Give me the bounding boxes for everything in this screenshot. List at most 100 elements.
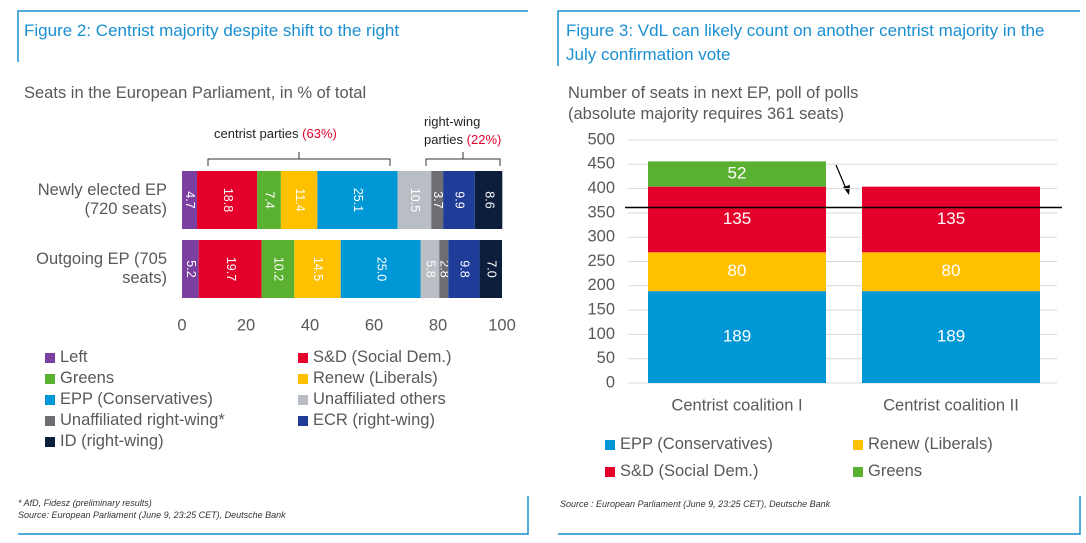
bar-segment bbox=[261, 240, 295, 298]
chart-title: Figure 3: VdL can likely count on anothe… bbox=[566, 21, 1045, 64]
bar-segment bbox=[431, 171, 444, 229]
bar-segment bbox=[280, 171, 318, 229]
annotation: centrist parties (63%) bbox=[214, 124, 337, 143]
frame bbox=[557, 10, 1080, 66]
x-tick-label: Centrist coalition II bbox=[883, 396, 1019, 414]
bar-segment bbox=[448, 240, 480, 298]
value-label: 189 bbox=[723, 327, 751, 346]
value-label: 10.5 bbox=[408, 188, 422, 212]
bar-segment bbox=[182, 240, 199, 298]
y-tick-label: 50 bbox=[597, 349, 615, 367]
bar-segment bbox=[340, 240, 421, 298]
annotation-share: (63%) bbox=[302, 126, 337, 141]
bar-segment bbox=[439, 240, 449, 298]
legend-label: Left bbox=[60, 348, 88, 366]
bar-segment bbox=[317, 171, 398, 229]
category-label: Outgoing EP (705 seats) bbox=[36, 250, 167, 287]
legend-label: Unaffiliated right-wing* bbox=[60, 411, 225, 429]
chart-subtitle: Number of seats in next EP, poll of poll… bbox=[568, 84, 859, 123]
chart-subtitle: Seats in the European Parliament, in % o… bbox=[24, 84, 367, 102]
value-label: 7.4 bbox=[263, 191, 277, 208]
value-label: 189 bbox=[937, 327, 965, 346]
bar-segment bbox=[397, 171, 432, 229]
value-label: 2.8 bbox=[437, 260, 451, 277]
y-tick-label: 300 bbox=[587, 228, 615, 246]
y-tick-label: 400 bbox=[587, 179, 615, 197]
bracket bbox=[425, 158, 501, 166]
value-label: 135 bbox=[937, 209, 965, 228]
footnote: * AfD, Fidesz (preliminary results) bbox=[18, 498, 152, 508]
y-tick-label: 350 bbox=[587, 203, 615, 221]
x-tick-label: 0 bbox=[177, 316, 186, 334]
bar-segment bbox=[443, 171, 475, 229]
bar-segment bbox=[648, 186, 826, 253]
legend-label: ECR (right-wing) bbox=[313, 411, 435, 429]
bar-segment bbox=[420, 240, 440, 298]
y-tick-label: 250 bbox=[587, 252, 615, 270]
bar-segment bbox=[182, 171, 198, 229]
legend-swatch bbox=[298, 353, 308, 363]
bar-segment bbox=[648, 161, 826, 187]
value-label: 14.5 bbox=[311, 257, 325, 281]
value-label: 25.0 bbox=[374, 257, 388, 281]
x-tick-label: 60 bbox=[365, 316, 383, 334]
category-label: Newly elected EP (720 seats) bbox=[37, 181, 167, 218]
legend-label: S&D (Social Dem.) bbox=[313, 348, 452, 366]
footnote: Source : European Parliament (June 9, 23… bbox=[560, 499, 831, 509]
bar-segment bbox=[862, 252, 1040, 292]
value-label: 135 bbox=[723, 209, 751, 228]
x-tick-label: 40 bbox=[301, 316, 319, 334]
legend-swatch bbox=[298, 395, 308, 405]
legend-label: Renew (Liberals) bbox=[313, 369, 438, 387]
value-label: 8.6 bbox=[482, 191, 496, 208]
bar-segment bbox=[197, 171, 258, 229]
value-label: 80 bbox=[942, 261, 961, 280]
y-tick-label: 0 bbox=[606, 373, 615, 391]
legend-swatch bbox=[45, 437, 55, 447]
value-label: 80 bbox=[728, 261, 747, 280]
value-label: 5.2 bbox=[184, 260, 198, 277]
annotation-share: (22%) bbox=[466, 132, 502, 147]
frames bbox=[17, 10, 1081, 535]
bar-segment bbox=[198, 240, 262, 298]
legend-label: Greens bbox=[60, 369, 115, 387]
legend-label: EPP (Conservatives) bbox=[620, 435, 773, 453]
legend-swatch bbox=[605, 467, 615, 477]
annotation: right-wing parties (22%) bbox=[424, 113, 508, 149]
bracket bbox=[207, 158, 391, 166]
x-tick-label: 100 bbox=[488, 316, 516, 334]
value-label: 25.1 bbox=[351, 188, 365, 212]
legend-swatch bbox=[45, 416, 55, 426]
legend-label: Greens bbox=[868, 462, 923, 480]
legend-swatch bbox=[298, 374, 308, 384]
y-tick-label: 150 bbox=[587, 300, 615, 318]
annotation-text: centrist parties bbox=[214, 126, 299, 141]
legend-swatch bbox=[45, 353, 55, 363]
legend-swatch bbox=[605, 440, 615, 450]
legend-label: EPP (Conservatives) bbox=[60, 390, 213, 408]
frame bbox=[558, 496, 1081, 535]
annotation-text: right-wing parties bbox=[424, 114, 481, 147]
legend-swatch bbox=[853, 467, 863, 477]
legend-label: Renew (Liberals) bbox=[868, 435, 993, 453]
legend-swatch bbox=[45, 374, 55, 384]
value-label: 19.7 bbox=[224, 257, 238, 281]
bar-segment bbox=[862, 291, 1040, 383]
legend-label: S&D (Social Dem.) bbox=[620, 462, 759, 480]
legend-label: ID (right-wing) bbox=[60, 432, 164, 450]
x-tick-label: 80 bbox=[429, 316, 447, 334]
frame bbox=[18, 496, 529, 535]
legend-swatch bbox=[45, 395, 55, 405]
x-tick-label: 20 bbox=[237, 316, 255, 334]
arrow-head bbox=[843, 185, 850, 195]
value-label: 10.2 bbox=[272, 257, 286, 281]
legend-swatch bbox=[298, 416, 308, 426]
value-label: 9.9 bbox=[453, 191, 467, 208]
bar-segment bbox=[648, 252, 826, 292]
bar-segment bbox=[479, 240, 502, 298]
footnote: Source: European Parliament (June 9, 23:… bbox=[18, 510, 286, 520]
bar-segment bbox=[294, 240, 341, 298]
y-tick-label: 450 bbox=[587, 155, 615, 173]
